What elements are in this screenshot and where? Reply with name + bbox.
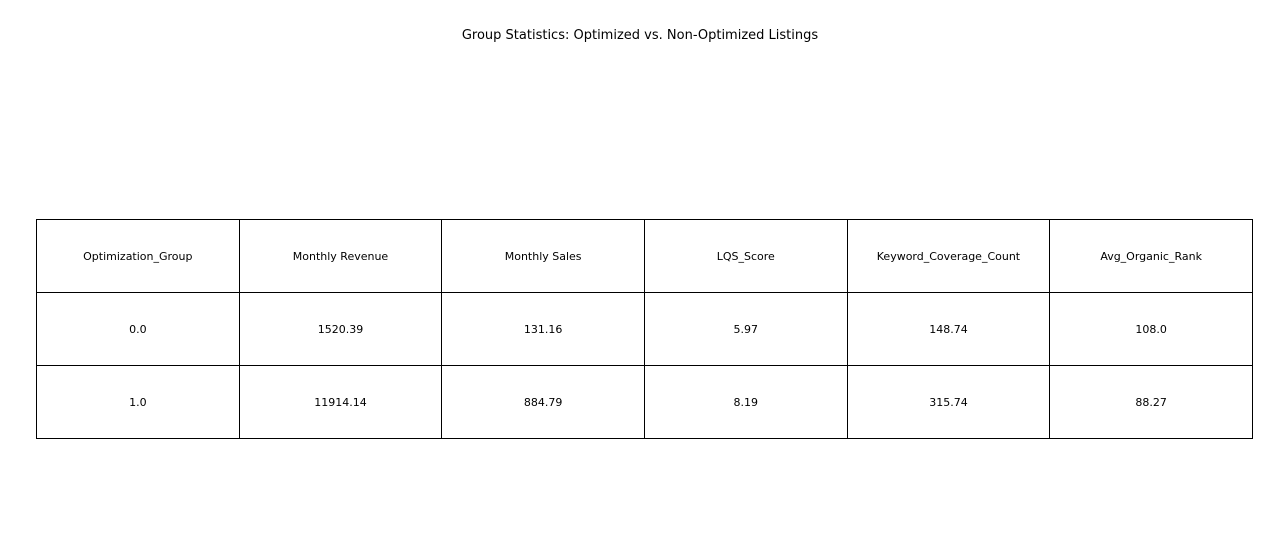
table-cell: 5.97 (643, 292, 848, 366)
table-row: 1.0 11914.14 884.79 8.19 315.74 88.27 (36, 365, 1253, 439)
table-cell: 884.79 (441, 365, 645, 439)
table-header-row: Optimization_Group Monthly Revenue Month… (36, 219, 1253, 293)
chart-title: Group Statistics: Optimized vs. Non-Opti… (461, 28, 819, 43)
table-cell: 1.0 (36, 365, 240, 439)
table-cell: 88.27 (1049, 365, 1253, 439)
table-row: 0.0 1520.39 131.16 5.97 148.74 108.0 (36, 292, 1253, 366)
group-statistics-table: Optimization_Group Monthly Revenue Month… (36, 219, 1253, 439)
table-cell: 8.19 (643, 365, 848, 439)
table-cell: 131.16 (441, 292, 645, 366)
table-cell: 315.74 (846, 365, 1051, 439)
table-cell: 11914.14 (238, 365, 443, 439)
column-header: Monthly Revenue (238, 219, 443, 293)
column-header: Monthly Sales (441, 219, 645, 293)
column-header: Keyword_Coverage_Count (846, 219, 1051, 293)
table-cell: 148.74 (846, 292, 1051, 366)
table-cell: 1520.39 (238, 292, 443, 366)
column-header: LQS_Score (643, 219, 848, 293)
table-cell: 0.0 (36, 292, 240, 366)
column-header: Optimization_Group (36, 219, 240, 293)
table-cell: 108.0 (1049, 292, 1253, 366)
column-header: Avg_Organic_Rank (1049, 219, 1253, 293)
